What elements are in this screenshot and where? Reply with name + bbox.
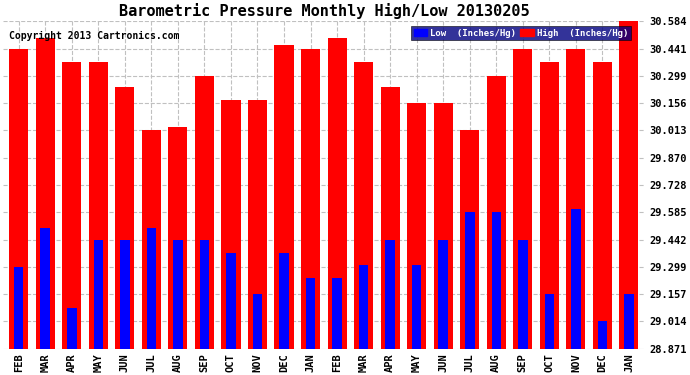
Bar [275, 45, 293, 349]
Bar [486, 76, 506, 349]
Bar [248, 100, 267, 349]
Bar [14, 267, 23, 349]
Bar [89, 62, 108, 349]
Bar [386, 240, 395, 349]
Bar [173, 240, 183, 349]
Bar [115, 87, 135, 349]
Bar [438, 240, 448, 349]
Bar [465, 212, 475, 349]
Bar [67, 308, 77, 349]
Bar [518, 240, 528, 349]
Bar [620, 21, 638, 349]
Bar [624, 294, 633, 349]
Bar [354, 62, 373, 349]
Bar [279, 253, 289, 349]
Bar [460, 130, 480, 349]
Bar [333, 278, 342, 349]
Bar [566, 49, 585, 349]
Bar [226, 253, 236, 349]
Bar [598, 321, 607, 349]
Bar [142, 130, 161, 349]
Bar [195, 76, 214, 349]
Bar [328, 38, 346, 349]
Text: Copyright 2013 Cartronics.com: Copyright 2013 Cartronics.com [9, 31, 179, 41]
Bar [9, 49, 28, 349]
Bar [306, 278, 315, 349]
Bar [41, 228, 50, 349]
Bar [221, 100, 241, 349]
Bar [36, 38, 55, 349]
Bar [412, 265, 422, 349]
Bar [253, 294, 262, 349]
Bar [571, 209, 581, 349]
Bar [491, 212, 501, 349]
Bar [540, 62, 559, 349]
Title: Barometric Pressure Monthly High/Low 20130205: Barometric Pressure Monthly High/Low 201… [119, 3, 529, 19]
Bar [168, 127, 188, 349]
Bar [94, 240, 103, 349]
Bar [120, 240, 130, 349]
Legend: Low  (Inches/Hg), High  (Inches/Hg): Low (Inches/Hg), High (Inches/Hg) [411, 26, 631, 40]
Bar [381, 87, 400, 349]
Bar [433, 103, 453, 349]
Bar [513, 49, 533, 349]
Bar [593, 62, 612, 349]
Bar [301, 49, 320, 349]
Bar [359, 265, 368, 349]
Bar [62, 62, 81, 349]
Bar [544, 294, 554, 349]
Bar [199, 240, 209, 349]
Bar [146, 228, 156, 349]
Bar [407, 103, 426, 349]
